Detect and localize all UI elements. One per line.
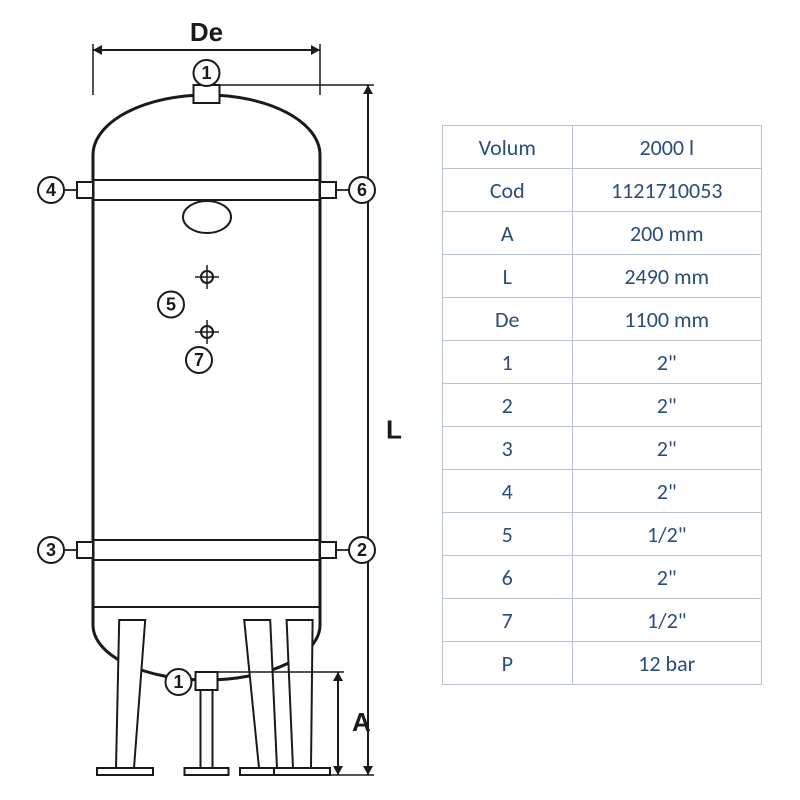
spec-label: Volum bbox=[443, 126, 573, 169]
svg-text:A: A bbox=[352, 707, 371, 737]
svg-text:3: 3 bbox=[46, 540, 56, 560]
svg-text:De: De bbox=[190, 17, 223, 47]
spec-row: Volum2000 l bbox=[443, 126, 762, 169]
spec-row: 12" bbox=[443, 341, 762, 384]
spec-label: 6 bbox=[443, 556, 573, 599]
svg-text:6: 6 bbox=[357, 180, 367, 200]
spec-row: 71/2" bbox=[443, 599, 762, 642]
spec-value: 2" bbox=[572, 384, 761, 427]
svg-text:4: 4 bbox=[46, 180, 56, 200]
spec-label: Cod bbox=[443, 169, 573, 212]
spec-label: 4 bbox=[443, 470, 573, 513]
svg-text:5: 5 bbox=[166, 294, 176, 314]
spec-row: L2490 mm bbox=[443, 255, 762, 298]
svg-text:7: 7 bbox=[194, 350, 204, 370]
spec-row: 22" bbox=[443, 384, 762, 427]
spec-row: 62" bbox=[443, 556, 762, 599]
spec-row: 51/2" bbox=[443, 513, 762, 556]
spec-label: 2 bbox=[443, 384, 573, 427]
spec-label: 7 bbox=[443, 599, 573, 642]
spec-value: 1100 mm bbox=[572, 298, 761, 341]
spec-row: A200 mm bbox=[443, 212, 762, 255]
spec-value: 2" bbox=[572, 341, 761, 384]
spec-table: Volum2000 lCod1121710053A200 mmL2490 mmD… bbox=[442, 125, 762, 685]
spec-row: Cod1121710053 bbox=[443, 169, 762, 212]
spec-value: 2" bbox=[572, 556, 761, 599]
spec-row: 32" bbox=[443, 427, 762, 470]
spec-label: L bbox=[443, 255, 573, 298]
spec-label: 1 bbox=[443, 341, 573, 384]
spec-label: A bbox=[443, 212, 573, 255]
spec-label: P bbox=[443, 642, 573, 685]
spec-value: 2" bbox=[572, 427, 761, 470]
spec-value: 1/2" bbox=[572, 599, 761, 642]
svg-text:1: 1 bbox=[173, 672, 183, 692]
spec-value: 2" bbox=[572, 470, 761, 513]
spec-label: De bbox=[443, 298, 573, 341]
spec-row: P12 bar bbox=[443, 642, 762, 685]
spec-label: 3 bbox=[443, 427, 573, 470]
spec-label: 5 bbox=[443, 513, 573, 556]
spec-value: 12 bar bbox=[572, 642, 761, 685]
spec-value: 1121710053 bbox=[572, 169, 761, 212]
spec-value: 1/2" bbox=[572, 513, 761, 556]
spec-row: De1100 mm bbox=[443, 298, 762, 341]
spec-row: 42" bbox=[443, 470, 762, 513]
svg-text:1: 1 bbox=[201, 63, 211, 83]
spec-value: 200 mm bbox=[572, 212, 761, 255]
svg-text:L: L bbox=[386, 414, 402, 444]
spec-value: 2490 mm bbox=[572, 255, 761, 298]
svg-text:2: 2 bbox=[357, 540, 367, 560]
tank-diagram: De L A 1 4 6 5 7 3 2 1 bbox=[0, 0, 430, 800]
spec-value: 2000 l bbox=[572, 126, 761, 169]
